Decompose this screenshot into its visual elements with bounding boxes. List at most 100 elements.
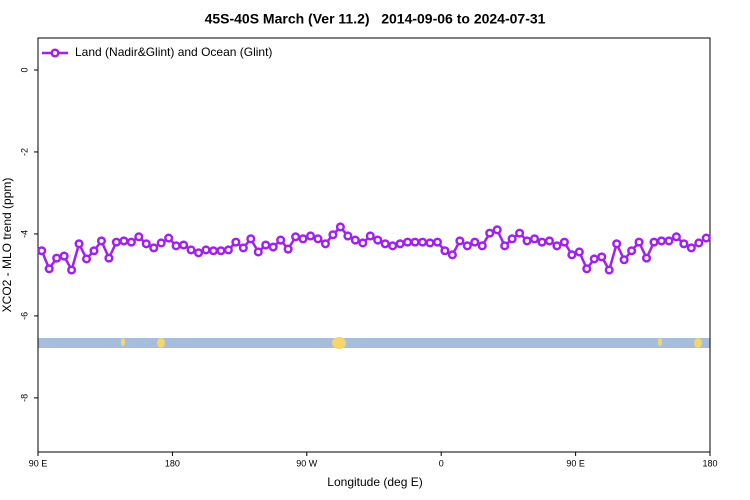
- data-point: [305, 231, 316, 241]
- data-point: [522, 236, 532, 246]
- data-point: [268, 242, 278, 252]
- data-point: [320, 239, 331, 249]
- data-point: [455, 236, 465, 246]
- data-point: [447, 250, 457, 260]
- data-point: [395, 239, 405, 249]
- data-point: [126, 237, 136, 247]
- data-point: [328, 230, 338, 240]
- data-point: [679, 239, 689, 249]
- data-point: [597, 252, 607, 262]
- data-point: [500, 241, 510, 251]
- data-point: [44, 264, 54, 274]
- data-point: [373, 235, 383, 245]
- plot-frame: [37, 37, 711, 453]
- data-point: [529, 234, 540, 244]
- data-point: [343, 231, 353, 241]
- data-point: [59, 251, 69, 261]
- x-tick-label: 90 E: [566, 458, 585, 468]
- data-point: [335, 222, 345, 232]
- data-point: [313, 234, 323, 244]
- data-point: [104, 253, 114, 263]
- data-point: [515, 228, 525, 238]
- y-tick-label: -6: [19, 312, 29, 320]
- data-point: [96, 236, 107, 246]
- data-point: [694, 238, 704, 248]
- data-point: [656, 236, 667, 246]
- data-point: [201, 245, 211, 255]
- data-point: [37, 246, 47, 256]
- data-point: [425, 238, 435, 248]
- data-point: [649, 237, 659, 247]
- data-point: [111, 237, 121, 247]
- data-point: [283, 244, 293, 254]
- data-point: [582, 264, 592, 274]
- data-point: [246, 234, 256, 244]
- data-point: [552, 241, 562, 251]
- surface-strip: [38, 337, 710, 349]
- data-point: [388, 241, 398, 251]
- data-point: [380, 239, 390, 249]
- data-point: [567, 250, 577, 260]
- data-point: [492, 225, 502, 235]
- data-point: [604, 265, 614, 275]
- data-point: [171, 241, 181, 251]
- data-point: [612, 239, 622, 249]
- data-point: [627, 246, 637, 256]
- data-point: [410, 237, 420, 247]
- y-tick-label: -8: [19, 394, 29, 402]
- data-point: [365, 231, 375, 241]
- x-tick-label: 90 E: [29, 458, 48, 468]
- data-point: [141, 239, 151, 249]
- data-point: [238, 243, 248, 253]
- data-point: [134, 232, 144, 242]
- data-point: [52, 253, 62, 263]
- legend-label: Land (Nadir&Glint) and Ocean (Glint): [75, 45, 272, 59]
- data-point: [216, 246, 226, 256]
- data-point: [544, 236, 555, 246]
- legend-marker: [50, 48, 60, 58]
- data-point: [74, 239, 84, 249]
- y-axis-label: XCO2 - MLO trend (ppm): [0, 178, 14, 313]
- data-point: [403, 237, 413, 247]
- data-point: [261, 240, 271, 250]
- data-point: [81, 254, 92, 264]
- x-axis-label: Longitude (deg E): [327, 475, 422, 489]
- data-point: [440, 246, 450, 256]
- data-point: [208, 246, 219, 256]
- data-point: [231, 237, 241, 247]
- data-point: [559, 237, 569, 247]
- y-tick-label: 0: [19, 67, 29, 72]
- data-point: [276, 235, 286, 245]
- data-point: [223, 245, 233, 255]
- data-point: [574, 247, 584, 257]
- data-point: [164, 233, 174, 243]
- y-tick-label: -2: [19, 148, 29, 156]
- data-point: [686, 243, 696, 253]
- data-point: [291, 232, 301, 242]
- x-tick-label: 180: [165, 458, 180, 468]
- y-tick-label: -4: [19, 230, 29, 238]
- data-point: [634, 237, 644, 247]
- data-point: [186, 245, 196, 255]
- chart-title: 45S-40S March (Ver 11.2) 2014-09-06 to 2…: [205, 11, 546, 27]
- data-point: [470, 237, 480, 247]
- data-point: [589, 254, 599, 264]
- data-point: [358, 238, 368, 248]
- data-point: [485, 228, 495, 238]
- x-tick-label: 180: [702, 458, 717, 468]
- data-point: [537, 237, 547, 247]
- data-point: [477, 241, 487, 251]
- data-point: [193, 248, 204, 258]
- x-tick-label: 90 W: [296, 458, 318, 468]
- data-point: [149, 243, 159, 253]
- data-point: [156, 238, 166, 248]
- data-point: [619, 255, 629, 265]
- x-tick-label: 0: [439, 458, 444, 468]
- data-point: [89, 246, 99, 256]
- data-point: [119, 236, 129, 246]
- data-point: [664, 236, 674, 246]
- data-point: [671, 232, 681, 242]
- data-point: [298, 234, 308, 244]
- data-point: [701, 233, 711, 243]
- legend: Land (Nadir&Glint) and Ocean (Glint): [42, 45, 272, 59]
